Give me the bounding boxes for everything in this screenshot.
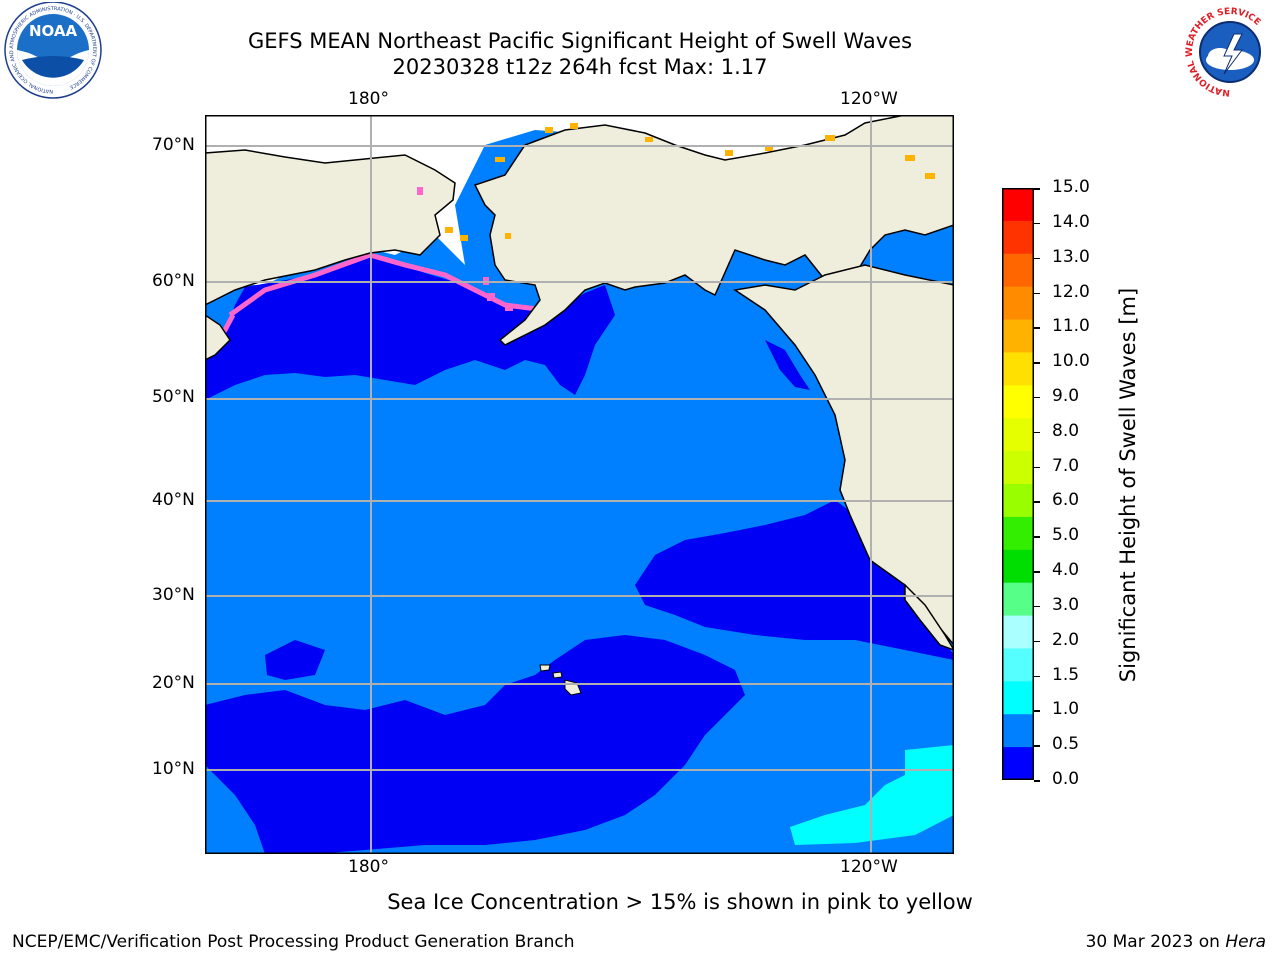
lat-label-10n: 10°N — [152, 759, 195, 779]
lat-label-20n: 20°N — [152, 673, 195, 693]
colorbar-segment — [1002, 253, 1034, 288]
nws-logo: NATIONAL WEATHER SERVICE — [1183, 5, 1277, 99]
colorbar-segment — [1002, 286, 1034, 321]
colorbar-tick-label: 11.0 — [1052, 316, 1090, 337]
colorbar-tick-label: 3.0 — [1052, 594, 1080, 615]
sea-ice-pixels — [445, 123, 935, 241]
land-hawaii — [539, 664, 582, 696]
colorbar-tick-label: 2.0 — [1052, 629, 1080, 650]
colorbar-tick-mark — [1034, 362, 1040, 364]
colorbar-segment — [1002, 484, 1034, 518]
colorbar-tick-mark — [1034, 327, 1040, 329]
graticule — [205, 115, 954, 854]
land-kamchatka — [205, 314, 231, 361]
lon-label-top-180: 180° — [348, 89, 389, 109]
colorbar-tick-mark — [1034, 222, 1040, 225]
footer-branch: NCEP/EMC/Verification Post Processing Pr… — [12, 932, 575, 952]
colorbar-tick-label: 14.0 — [1052, 211, 1090, 232]
low-swell-bering — [205, 253, 615, 400]
sea-ice-note: Sea Ice Concentration > 15% is shown in … — [387, 890, 973, 914]
colorbar-tick-label: 0.5 — [1052, 734, 1080, 755]
colorbar-tick-label: 1.0 — [1052, 699, 1080, 720]
lat-label-60n: 60°N — [152, 271, 195, 291]
colorbar — [1002, 188, 1034, 780]
colorbar-tick-mark — [1034, 710, 1040, 712]
svg-text:NOAA: NOAA — [29, 22, 78, 40]
low-swell-tropics — [205, 635, 745, 854]
colorbar-segment — [1002, 188, 1034, 222]
colorbar-tick-label: 5.0 — [1052, 525, 1080, 546]
colorbar-tick-mark — [1034, 640, 1040, 643]
colorbar-tick-label: 4.0 — [1052, 560, 1080, 581]
lat-label-70n: 70°N — [152, 135, 195, 155]
low-swell-california — [635, 500, 954, 660]
colorbar-segment — [1002, 352, 1034, 386]
colorbar-segment — [1002, 648, 1034, 682]
lon-label-bottom-180: 180° — [348, 857, 389, 877]
colorbar-tick-label: 0.0 — [1052, 769, 1080, 789]
land-alaska-canada — [473, 115, 954, 346]
colorbar-tick-mark — [1034, 396, 1040, 399]
colorbar-segment — [1002, 319, 1034, 353]
colorbar-tick-label: 13.0 — [1052, 246, 1090, 267]
colorbar-segment — [1002, 516, 1034, 551]
colorbar-segment — [1002, 385, 1034, 419]
colorbar-tick-mark — [1034, 431, 1040, 434]
footer-date: 30 Mar 2023 on Hera — [1085, 932, 1266, 952]
colorbar-tick-label: 15.0 — [1052, 177, 1090, 197]
colorbar-segment — [1002, 220, 1034, 255]
land-baja — [904, 583, 954, 651]
colorbar-tick-mark — [1034, 188, 1040, 190]
map-subtitle: 20230328 t12z 264h fcst Max: 1.17 — [392, 55, 768, 79]
land-siberia — [205, 149, 456, 306]
colorbar-tick-mark — [1034, 675, 1040, 677]
colorbar-segment — [1002, 418, 1034, 452]
low-swell-patch — [265, 640, 325, 680]
colorbar-label: Significant Height of Swell Waves [m] — [1116, 287, 1140, 683]
noaa-logo: NOAA NATIONAL OCEANIC AND ATMOSPHERIC AD… — [4, 2, 102, 99]
colorbar-tick-label: 1.5 — [1052, 664, 1080, 685]
colorbar-segment — [1002, 451, 1034, 485]
colorbar-tick-mark — [1034, 257, 1040, 260]
colorbar-tick-mark — [1034, 501, 1040, 503]
lat-label-30n: 30°N — [152, 585, 195, 605]
colorbar-tick-mark — [1034, 780, 1040, 782]
map-title: GEFS MEAN Northeast Pacific Significant … — [247, 29, 913, 53]
colorbar-tick-label: 8.0 — [1052, 420, 1080, 441]
colorbar-tick-mark — [1034, 536, 1040, 538]
map-panel — [205, 115, 954, 854]
low-swell-bc-coast — [765, 340, 810, 390]
colorbar-segment — [1002, 747, 1034, 780]
colorbar-segment — [1002, 582, 1034, 617]
colorbar-tick-label: 12.0 — [1052, 281, 1090, 302]
map-frame — [205, 115, 954, 854]
colorbar-tick-label: 10.0 — [1052, 351, 1090, 372]
colorbar-segment — [1002, 714, 1034, 748]
colorbar-tick-mark — [1034, 292, 1040, 294]
colorbar-tick-label: 9.0 — [1052, 385, 1080, 406]
colorbar-tick-label: 7.0 — [1052, 455, 1080, 476]
colorbar-segment — [1002, 615, 1034, 649]
colorbar-tick-mark — [1034, 466, 1040, 469]
lon-label-top-120w: 120°W — [840, 89, 898, 109]
colorbar-tick-label: 6.0 — [1052, 490, 1080, 511]
lat-label-40n: 40°N — [152, 490, 195, 510]
colorbar-segment — [1002, 549, 1034, 584]
colorbar-tick-mark — [1034, 605, 1040, 608]
colorbar-tick-mark — [1034, 745, 1040, 747]
colorbar-tick-mark — [1034, 571, 1040, 573]
colorbar-segment — [1002, 681, 1034, 715]
lat-label-50n: 50°N — [152, 387, 195, 407]
lon-label-bottom-120w: 120°W — [840, 857, 898, 877]
